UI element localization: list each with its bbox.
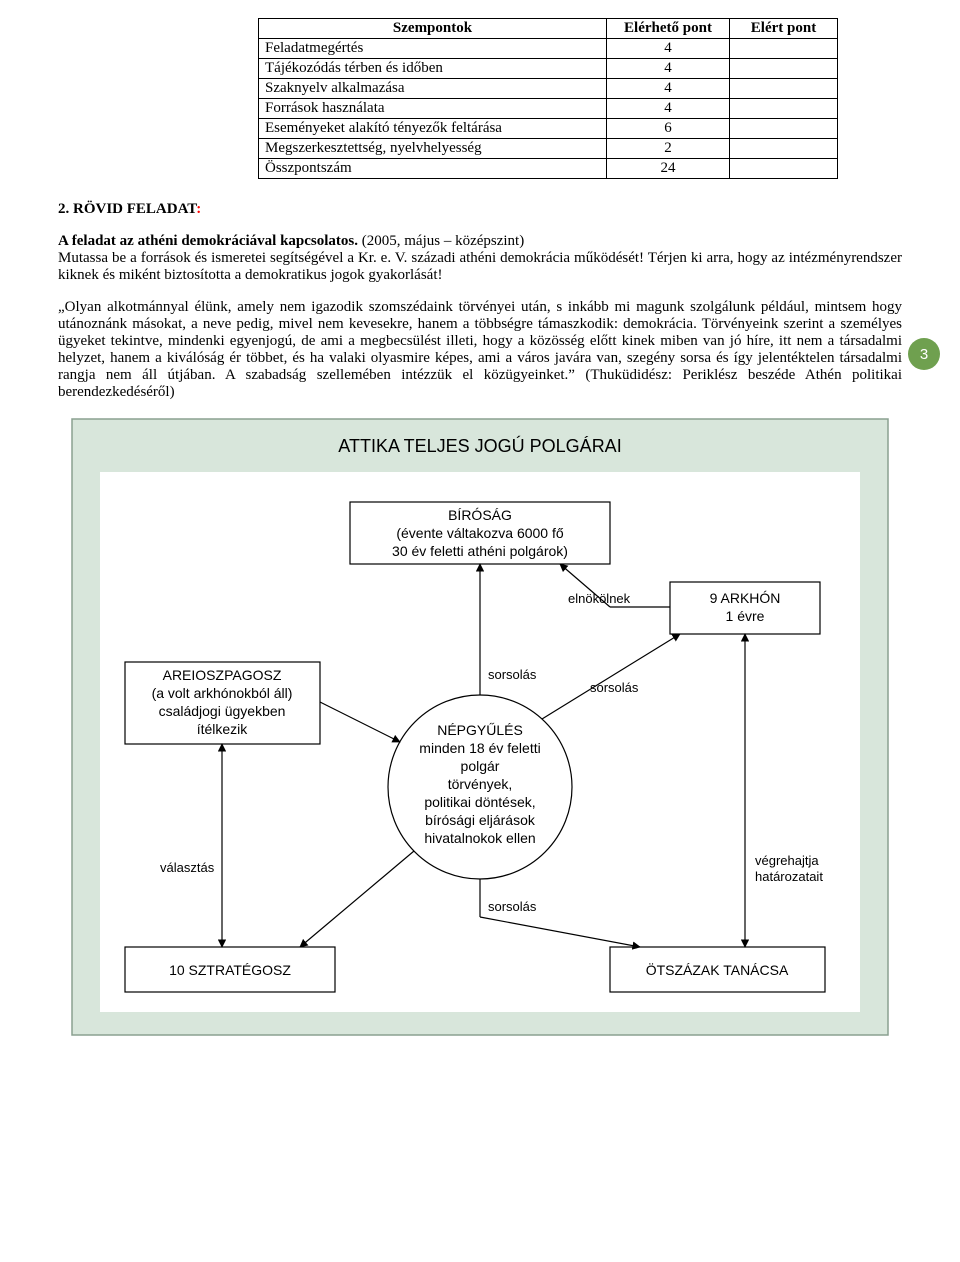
edge-label-sorsolas2: sorsolás xyxy=(590,680,639,695)
table-row: Tájékozódás térben és időben 4 xyxy=(259,59,838,79)
section-title: 2. RÖVID FELADAT: xyxy=(58,201,902,218)
table-header-criteria: Szempontok xyxy=(259,19,607,39)
node-birosag-line2: (évente váltakozva 6000 fő xyxy=(396,525,564,541)
node-areio-line3: családjogi ügyekben xyxy=(159,703,286,719)
node-arkhon-line2: 1 évre xyxy=(726,608,765,624)
diagram: ATTIKA TELJES JOGÚ POLGÁRAI BÍRÓSÁG (éve… xyxy=(70,417,890,1042)
node-sztrat-line1: 10 SZTRATÉGOSZ xyxy=(169,962,291,978)
table-row: Források használata 4 xyxy=(259,99,838,119)
task-bold: A feladat az athéni demokráciával kapcso… xyxy=(58,233,358,249)
node-nepgy-line2: minden 18 év feletti xyxy=(419,740,540,756)
table-row: Megszerkesztettség, nyelvhelyesség 2 xyxy=(259,139,838,159)
edge-label-sorsolas3: sorsolás xyxy=(488,899,537,914)
section-number: 2. RÖVID FELADAT xyxy=(58,201,196,217)
node-areio-line1: AREIOSZPAGOSZ xyxy=(163,667,282,683)
task-intro: A feladat az athéni demokráciával kapcso… xyxy=(58,233,902,250)
table-header-max: Elérhető pont xyxy=(607,19,730,39)
node-otszaz-line1: ÖTSZÁZAK TANÁCSA xyxy=(646,961,789,978)
table-row: Feladatmegértés 4 xyxy=(259,39,838,59)
node-nepgy-line4: törvények, xyxy=(448,776,513,792)
edge-label-valasztas: választás xyxy=(160,860,215,875)
table-header-achieved: Elért pont xyxy=(730,19,838,39)
node-areio-line2: (a volt arkhónokból áll) xyxy=(152,685,293,701)
node-areio-line4: ítélkezik xyxy=(197,721,249,737)
node-nepgy-line1: NÉPGYŰLÉS xyxy=(437,722,523,738)
node-nepgy-line5: politikai döntések, xyxy=(424,794,535,810)
table-row: Szaknyelv alkalmazása 4 xyxy=(259,79,838,99)
node-nepgy-line7: hivatalnokok ellen xyxy=(424,830,535,846)
task-source: (2005, május – középszint) xyxy=(358,233,524,249)
edge-label-vegrehajtja: végrehajtja határozatait xyxy=(755,853,823,884)
task-body: Mutassa be a források és ismeretei segít… xyxy=(58,250,902,284)
page-number-badge: 3 xyxy=(908,338,940,370)
edge-label-elnokolnek: elnökölnek xyxy=(568,591,631,606)
node-birosag-line1: BÍRÓSÁG xyxy=(448,507,512,523)
edge-label-sorsolas1: sorsolás xyxy=(488,667,537,682)
table-row: Összpontszám 24 xyxy=(259,159,838,179)
table-row: Eseményeket alakító tényezők feltárása 6 xyxy=(259,119,838,139)
node-arkhon-line1: 9 ARKHÓN xyxy=(710,590,781,606)
diagram-title: ATTIKA TELJES JOGÚ POLGÁRAI xyxy=(338,435,621,456)
node-nepgy-line6: bírósági eljárások xyxy=(425,812,536,828)
node-nepgy-line3: polgár xyxy=(461,758,500,774)
scoring-table: Szempontok Elérhető pont Elért pont Fela… xyxy=(258,18,838,179)
section-colon: : xyxy=(196,201,201,217)
node-birosag-line3: 30 év feletti athéni polgárok) xyxy=(392,543,568,559)
quote-paragraph: „Olyan alkotmánnyal élünk, amely nem iga… xyxy=(58,299,902,401)
